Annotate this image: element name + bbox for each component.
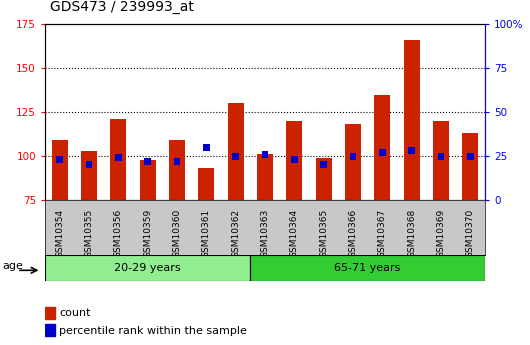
Text: GSM10369: GSM10369 [437, 208, 445, 258]
Text: GSM10359: GSM10359 [143, 208, 152, 258]
Text: GSM10370: GSM10370 [466, 208, 475, 258]
Text: GDS473 / 239993_at: GDS473 / 239993_at [50, 0, 194, 14]
Bar [81, 151, 97, 200]
Bar [110, 119, 127, 200]
Text: GSM10356: GSM10356 [114, 208, 123, 258]
Text: GSM10362: GSM10362 [231, 208, 240, 257]
Bar [438, 152, 444, 160]
Bar [203, 144, 209, 151]
Bar [115, 154, 121, 161]
Bar [174, 158, 180, 165]
Text: 65-71 years: 65-71 years [334, 263, 401, 273]
FancyBboxPatch shape [45, 255, 250, 281]
Bar [315, 158, 332, 200]
Bar [145, 158, 151, 165]
Bar [233, 152, 239, 160]
Text: GSM10368: GSM10368 [407, 208, 416, 258]
Bar [291, 156, 297, 163]
Text: GSM10354: GSM10354 [55, 208, 64, 257]
Text: percentile rank within the sample: percentile rank within the sample [59, 326, 247, 335]
Bar [139, 160, 156, 200]
Bar [227, 104, 244, 200]
Text: GSM10363: GSM10363 [261, 208, 269, 258]
Bar [467, 152, 473, 160]
Text: GSM10365: GSM10365 [319, 208, 328, 258]
Bar [409, 147, 415, 154]
Bar [286, 121, 303, 200]
Bar [257, 154, 273, 200]
Text: GSM10367: GSM10367 [378, 208, 387, 258]
Text: GSM10364: GSM10364 [290, 208, 299, 257]
Bar [262, 151, 268, 158]
Text: count: count [59, 308, 91, 318]
Bar [321, 161, 327, 168]
Bar [350, 152, 356, 160]
Bar [198, 168, 215, 200]
Bar [403, 40, 420, 200]
Text: GSM10355: GSM10355 [85, 208, 93, 258]
Bar [45, 324, 55, 336]
Bar [374, 95, 391, 200]
Text: GSM10360: GSM10360 [173, 208, 181, 258]
Bar [379, 149, 385, 156]
Text: GSM10366: GSM10366 [349, 208, 357, 258]
Text: 20-29 years: 20-29 years [114, 263, 181, 273]
Bar [345, 125, 361, 200]
Text: age: age [2, 261, 23, 270]
FancyBboxPatch shape [250, 255, 485, 281]
Text: GSM10361: GSM10361 [202, 208, 211, 258]
Bar [51, 140, 68, 200]
Bar [57, 156, 63, 163]
Bar [86, 161, 92, 168]
Bar [45, 307, 55, 319]
Bar [462, 133, 479, 200]
Bar [433, 121, 449, 200]
Bar [169, 140, 185, 200]
